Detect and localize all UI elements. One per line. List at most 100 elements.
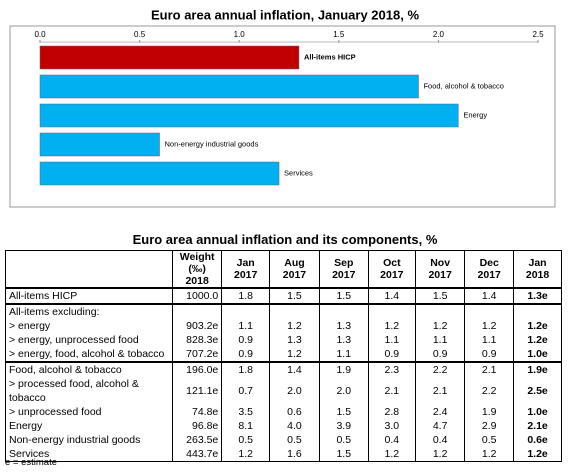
chart-title: Euro area annual inflation, January 2018… <box>151 7 419 22</box>
table-cell: 3.0 <box>367 419 417 433</box>
table-cell: 0.7 <box>221 377 271 405</box>
table-cell: 1.8 <box>221 287 271 305</box>
table-cell <box>367 303 417 319</box>
table-cell: > energy <box>5 319 173 333</box>
table-row: All-items HICP 1000.0 1.8 1.5 1.5 1.4 1.5 1.4 1.… <box>5 287 562 305</box>
footnote: e = estimate <box>5 457 58 468</box>
table-cell: 2.2 <box>414 361 466 377</box>
table-cell: Energy <box>5 419 173 433</box>
table-cell: 1.6 <box>269 447 320 462</box>
table-cell: 1.0e <box>513 405 562 419</box>
bar-label: All-items HICP <box>304 52 356 61</box>
table-cell: > processed food, alcohol & tobacco <box>5 377 173 405</box>
table-cell: > unprocessed food <box>5 405 173 419</box>
table-cell: 1.2 <box>367 319 417 333</box>
x-tick-label: 1.5 <box>333 30 345 39</box>
table-row: > energy 903.2e 1.1 1.2 1.3 1.2 1.2 1.2 1.2e <box>5 319 562 333</box>
table-cell: 1.1 <box>221 319 271 333</box>
table-cell: Services <box>5 447 173 462</box>
x-tick-label: 2.0 <box>433 30 445 39</box>
table-cell: 1.2 <box>414 319 466 333</box>
table-cell: 1.2 <box>464 447 515 462</box>
table-cell: 8.1 <box>221 419 271 433</box>
table-cell: 2.1 <box>367 377 417 405</box>
table-row: Non-energy industrial goods 263.5e 0.5 0.5 0… <box>5 433 562 447</box>
table-cell: 1000.0 <box>171 287 223 305</box>
header-cell: Dec 2017 <box>464 250 515 289</box>
table-cell: 0.9 <box>414 347 466 363</box>
table-row: > energy, food, alcohol & tobacco 707.2e 0… <box>5 347 562 363</box>
table-cell: 0.5 <box>221 433 271 447</box>
bar <box>39 103 459 128</box>
table-cell: > energy, unprocessed food <box>5 333 173 347</box>
header-cell: Sep 2017 <box>318 250 369 289</box>
table-cell: 2.2 <box>464 377 515 405</box>
table-cell: 1.1 <box>367 333 417 347</box>
table-cell: 263.5e <box>171 433 223 447</box>
table-cell: 828.3e <box>171 333 223 347</box>
table-cell: 1.9e <box>513 361 562 377</box>
table-cell: 1.3 <box>318 319 369 333</box>
table-cell: 1.3 <box>318 333 369 347</box>
table-cell: 1.0e <box>513 347 562 363</box>
table-cell: 0.6 <box>269 405 320 419</box>
table-cell <box>171 303 223 319</box>
table-cell <box>221 303 271 319</box>
header-cell: Aug 2017 <box>269 250 320 289</box>
table-cell: 1.5 <box>318 405 369 419</box>
table-cell: 1.2 <box>367 447 417 462</box>
table-cell: 2.1 <box>464 361 515 377</box>
table-cell: 1.5 <box>269 287 320 305</box>
table-cell: 1.2e <box>513 319 562 333</box>
table-cell: 1.1 <box>414 333 466 347</box>
table-title: Euro area annual inflation and its compo… <box>132 232 438 247</box>
table-cell: 1.2 <box>269 347 320 363</box>
table-cell <box>414 303 466 319</box>
table-cell: 96.8e <box>171 419 223 433</box>
table-cell: 903.2e <box>171 319 223 333</box>
table-cell: 1.5 <box>414 287 466 305</box>
table-cell: 1.3 <box>269 333 320 347</box>
table-cell: 1.5 <box>318 447 369 462</box>
table-cell: 2.8 <box>367 405 417 419</box>
bar <box>39 74 419 99</box>
table-cell: 0.9 <box>221 333 271 347</box>
table-cell: 2.5e <box>513 377 562 405</box>
table-cell: > energy, food, alcohol & tobacco <box>5 347 173 363</box>
table-cell: 1.9 <box>464 405 515 419</box>
table-cell <box>269 303 320 319</box>
table-cell: 1.2 <box>414 447 466 462</box>
table-cell: 1.9 <box>318 361 369 377</box>
bar-label: Services <box>284 168 313 177</box>
table-cell: 4.0 <box>269 419 320 433</box>
table-cell: 121.1e <box>171 377 223 405</box>
chart: Euro area annual inflation, January 2018… <box>9 7 556 208</box>
table-cell: 1.8 <box>221 361 271 377</box>
table-cell: 1.2 <box>464 319 515 333</box>
table-cell: 1.3e <box>513 287 562 305</box>
bar-label: Energy <box>463 110 487 119</box>
table-cell: 74.8e <box>171 405 223 419</box>
table-cell: 3.9 <box>318 419 369 433</box>
table-cell: 1.2e <box>513 333 562 347</box>
table-cell: 0.4 <box>367 433 417 447</box>
table-cell: Non-energy industrial goods <box>5 433 173 447</box>
header-cell <box>5 250 173 289</box>
data-table: Weight (‰) 2018 Jan 2017 Aug 2017 Sep 2017 O… <box>5 250 562 462</box>
table-cell: 0.6e <box>513 433 562 447</box>
table-cell: 0.9 <box>464 347 515 363</box>
table-row: > unprocessed food 74.8e 3.5 0.6 1.5 2.8 2.4 1.… <box>5 405 562 419</box>
table-cell <box>513 303 562 319</box>
table-cell: 0.5 <box>269 433 320 447</box>
table-row: Energy 96.8e 8.1 4.0 3.9 3.0 4.7 2.9 2.1e <box>5 419 562 433</box>
table-cell: 3.5 <box>221 405 271 419</box>
table-cell: 1.4 <box>269 361 320 377</box>
table-cell: Food, alcohol & tobacco <box>5 361 173 377</box>
table-cell: 1.1 <box>318 347 369 363</box>
table-row: All-items excluding: <box>5 303 562 319</box>
x-tick-label: 2.5 <box>532 30 544 39</box>
x-tick-label: 0.0 <box>34 30 46 39</box>
bar <box>39 132 160 157</box>
table-row: > processed food, alcohol & tobacco 121.1… <box>5 377 562 405</box>
